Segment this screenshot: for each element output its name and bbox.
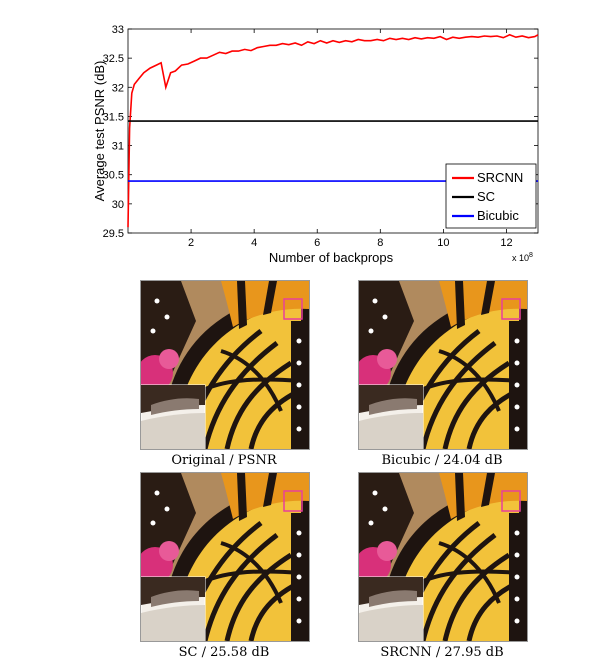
x-axis-title: Number of backprops [269,250,394,265]
y-tick-label: 33 [112,24,124,36]
series-line-srcnn [127,33,539,228]
image-panel-bicubic [358,280,528,450]
psnr-line-chart: 29.5 30 30.5 31 31.5 32 32.5 33 2 4 6 8 10 12 Average… [92,24,539,265]
x-axis-exponent-base: x 10 [512,253,529,263]
caption-srcnn: SRCNN / 27.95 dB [380,645,504,660]
y-tick-label: 30.5 [103,170,124,182]
legend-label-bicubic: Bicubic [477,208,519,223]
legend-label-srcnn: SRCNN [477,170,523,185]
axis-ticks [128,28,538,234]
y-tick-label: 29.5 [103,228,124,240]
caption-original: Original / PSNR [171,453,277,468]
image-panel-original [140,280,310,450]
x-tick-label: 2 [188,237,194,249]
butterfly-image-srcnn [359,473,527,641]
image-panel-sc [140,472,310,642]
butterfly-image-bicubic [359,281,527,449]
y-tick-label: 32 [112,82,124,94]
y-tick-label: 32.5 [103,53,124,65]
x-axis-exponent: x 108 [512,252,533,263]
caption-bicubic: Bicubic / 24.04 dB [381,453,503,468]
legend-label-sc: SC [477,189,495,204]
y-axis-title: Average test PSNR (dB) [92,61,107,202]
y-tick-label: 30 [112,199,124,211]
x-axis-exponent-power: 8 [529,252,533,259]
x-tick-label: 10 [437,237,449,249]
butterfly-image-original [141,281,309,449]
legend: SRCNN SC Bicubic [445,163,537,229]
x-tick-label: 6 [314,237,320,249]
y-tick-label: 31.5 [103,111,124,123]
image-panel-srcnn [358,472,528,642]
x-tick-label: 8 [377,237,383,249]
tick-labels: 29.5 30 30.5 31 31.5 32 32.5 33 2 4 6 8 10 12 [103,24,513,249]
y-tick-label: 31 [112,141,124,153]
x-tick-label: 12 [500,237,512,249]
butterfly-image-sc [141,473,309,641]
caption-sc: SC / 25.58 dB [178,645,270,660]
x-tick-label: 4 [251,237,257,249]
